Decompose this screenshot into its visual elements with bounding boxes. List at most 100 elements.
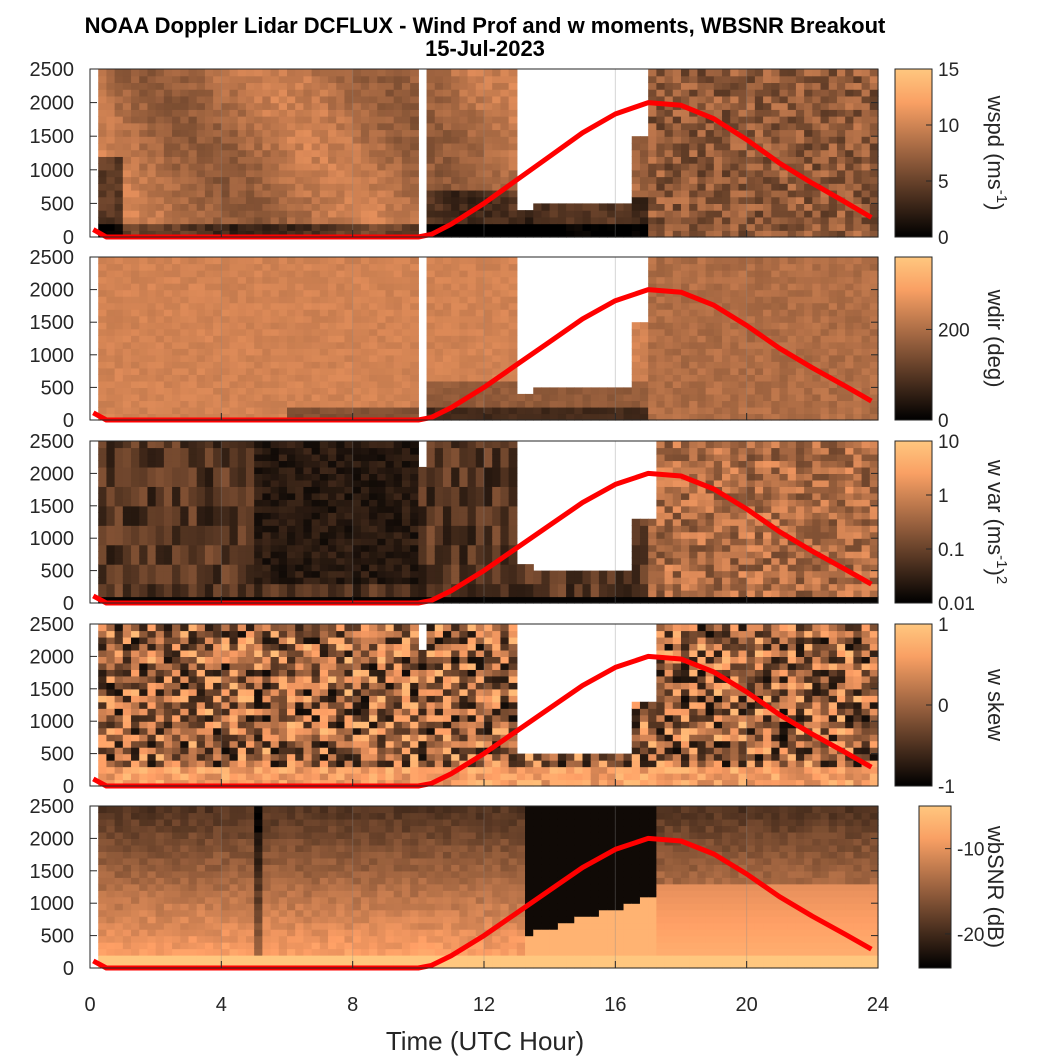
heatmap-cell (311, 203, 321, 211)
heatmap-cell (861, 374, 871, 382)
heatmap-cell (188, 551, 198, 559)
heatmap-cell (369, 109, 378, 117)
heatmap-cell (311, 296, 321, 304)
heatmap-cell (213, 413, 222, 421)
heatmap-cell (303, 460, 313, 468)
heatmap-cell (122, 479, 132, 487)
heatmap-cell (500, 89, 510, 97)
heatmap-cell (106, 387, 116, 395)
heatmap-cell (328, 183, 337, 191)
heatmap-cell (730, 176, 740, 184)
heatmap-cell (328, 361, 337, 369)
heatmap-cell (812, 348, 822, 356)
heatmap-cell (828, 129, 838, 137)
heatmap-cell (410, 95, 419, 104)
heatmap-cell (254, 142, 263, 151)
heatmap-cell (147, 551, 157, 559)
heatmap-cell (828, 335, 838, 343)
heatmap-cell (451, 122, 460, 131)
heatmap-cell (804, 69, 813, 77)
heatmap-cell (369, 82, 378, 90)
heatmap-cell (845, 348, 854, 356)
heatmap-cell (845, 283, 854, 291)
heatmap-cell (352, 551, 362, 559)
heatmap-cell (245, 156, 255, 164)
heatmap-cell (681, 257, 690, 265)
heatmap-cell (401, 400, 411, 408)
heatmap-cell (401, 257, 411, 265)
heatmap-cell (393, 102, 403, 110)
heatmap-cell (648, 223, 657, 231)
heatmap-cell (147, 315, 157, 323)
heatmap-cell (344, 129, 354, 137)
heatmap-cell (754, 367, 764, 375)
heatmap-cell (221, 189, 231, 198)
heatmap-cell (369, 149, 378, 157)
heatmap-cell (861, 341, 871, 349)
heatmap-cell (180, 499, 190, 507)
heatmap-cell (648, 257, 657, 265)
heatmap-cell (787, 361, 797, 369)
heatmap-cell (401, 129, 411, 137)
heatmap-cell (147, 276, 157, 284)
heatmap-cell (475, 75, 485, 84)
heatmap-cell (828, 413, 838, 421)
heatmap-cell (434, 283, 444, 291)
heatmap-cell (738, 116, 748, 124)
heatmap-cell (689, 223, 699, 231)
heatmap-cell (213, 129, 222, 137)
heatmap-cell (385, 387, 395, 395)
heatmap-cell (328, 315, 337, 323)
heatmap-cell (459, 296, 469, 304)
heatmap-cell (352, 473, 362, 481)
heatmap-cell (360, 328, 370, 336)
heatmap-cell (697, 223, 707, 231)
heatmap-cell (172, 460, 181, 468)
heatmap-cell (393, 75, 403, 84)
heatmap-cell (98, 447, 108, 455)
heatmap-cell (352, 544, 362, 552)
heatmap-cell (475, 270, 485, 278)
heatmap-cell (237, 557, 247, 565)
heatmap-cell (245, 341, 255, 349)
heatmap-cell (869, 322, 879, 330)
heatmap-cell (697, 309, 707, 317)
heatmap-cell (196, 183, 206, 191)
heatmap-cell (196, 466, 206, 474)
heatmap-cell (508, 309, 518, 317)
heatmap-cell (738, 75, 748, 84)
heatmap-cell (131, 176, 140, 184)
heatmap-cell (393, 95, 403, 104)
heatmap-cell (779, 196, 789, 204)
heatmap-cell (795, 413, 805, 421)
heatmap-cell (672, 196, 682, 204)
heatmap-cell (172, 142, 181, 151)
heatmap-cell (853, 183, 863, 191)
heatmap-cell (615, 400, 625, 408)
heatmap-cell (426, 163, 436, 171)
heatmap-cell (139, 328, 149, 336)
heatmap-cell (196, 406, 206, 415)
heatmap-cell (401, 283, 411, 291)
heatmap-cell (295, 447, 305, 455)
heatmap-cell (763, 367, 772, 375)
heatmap-cell (98, 505, 108, 513)
heatmap-cell (467, 163, 477, 171)
heatmap-cell (369, 163, 378, 171)
heatmap-cell (98, 315, 108, 323)
heatmap-cell (344, 216, 354, 225)
heatmap-cell (426, 315, 436, 323)
heatmap-cell (180, 570, 190, 578)
heatmap-cell (681, 270, 690, 278)
heatmap-cell (245, 322, 255, 330)
heatmap-cell (295, 309, 305, 317)
heatmap-cell (836, 149, 846, 157)
heatmap-cell (672, 203, 682, 211)
heatmap-cell (204, 441, 214, 449)
heatmap-cell (106, 380, 116, 388)
heatmap-cell (779, 257, 789, 265)
heatmap-cell (336, 176, 346, 184)
heatmap-cell (754, 309, 764, 317)
heatmap-cell (451, 393, 460, 402)
heatmap-cell (352, 276, 362, 284)
